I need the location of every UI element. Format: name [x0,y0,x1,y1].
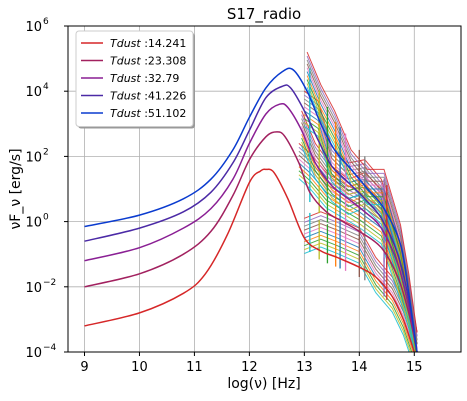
legend-value-1: :23.308 [144,55,186,68]
series-line-0 [84,168,416,352]
y-tick-label-5: 10 [25,20,42,35]
x-tick-label-4: 13 [296,360,313,375]
legend-prefix-2: Tdust [110,72,144,85]
pah-line-0-5 [304,226,415,349]
legend-prefix-3: Tdust [110,90,144,103]
y-tick-exponent-3: 2 [43,147,49,157]
y-tick-label-3: 10 [25,150,42,165]
series-line-2 [84,102,418,352]
pah-line-0-1 [304,242,411,352]
x-axis-label: log(ν) [Hz] [227,376,300,392]
y-tick-exponent-5: 6 [43,17,49,27]
legend-entry-0: Tdust :14.241 [110,37,186,50]
pah-line-0-6 [304,223,415,345]
y-tick-exponent-1: −2 [43,278,56,288]
plot-area [84,51,418,352]
legend-prefix-4: Tdust [110,107,144,120]
legend-value-2: :32.79 [144,72,179,85]
x-tick-label-6: 15 [406,360,423,375]
series-line-3 [84,84,418,352]
legend-prefix-1: Tdust [110,55,144,68]
pah-feature-lines [298,51,418,352]
series-line-1 [84,131,418,352]
plot-frame [67,25,462,353]
legend-value-3: :41.226 [144,90,186,103]
pah-line-4-9 [306,51,418,333]
series-lines [84,67,418,352]
x-tick-label-5: 14 [351,360,368,375]
y-tick-exponent-2: 0 [43,213,49,223]
legend-entry-3: Tdust :41.226 [110,90,186,103]
pah-line-4-3 [306,75,417,352]
x-tick-label-0: 9 [80,360,88,375]
y-tick-label-4: 10 [25,85,42,100]
x-tick-label-2: 11 [186,360,203,375]
y-tick-exponent-4: 4 [43,82,49,92]
chart-title: S17_radio [227,5,301,24]
x-tick-label-3: 12 [241,360,258,375]
legend-entry-1: Tdust :23.308 [110,55,186,68]
y-axis-label: νF_ν [erg/s] [8,148,24,229]
legend-entry-4: Tdust :51.102 [110,107,186,120]
x-tick-label-1: 10 [131,360,148,375]
y-tick-exponent-0: −4 [43,343,57,353]
legend-value-4: :51.102 [144,107,186,120]
legend-value-0: :14.241 [144,37,186,50]
pah-line-0-0 [304,246,410,352]
series-line-4 [84,67,418,352]
legend-entry-2: Tdust :32.79 [110,72,179,85]
x-axis-ticks: 9 10 11 12 13 14 15 [80,352,423,375]
legend-prefix-0: Tdust [110,37,144,50]
pah-line-0-2 [304,238,413,352]
pah-line-0-3 [304,234,414,352]
pah-line-4-7 [306,59,418,341]
y-tick-label-0: 10 [25,346,42,361]
legend-box [75,30,194,127]
pah-line-4-8 [306,55,418,337]
y-tick-label-2: 10 [25,216,42,231]
y-tick-label-1: 10 [25,281,42,296]
